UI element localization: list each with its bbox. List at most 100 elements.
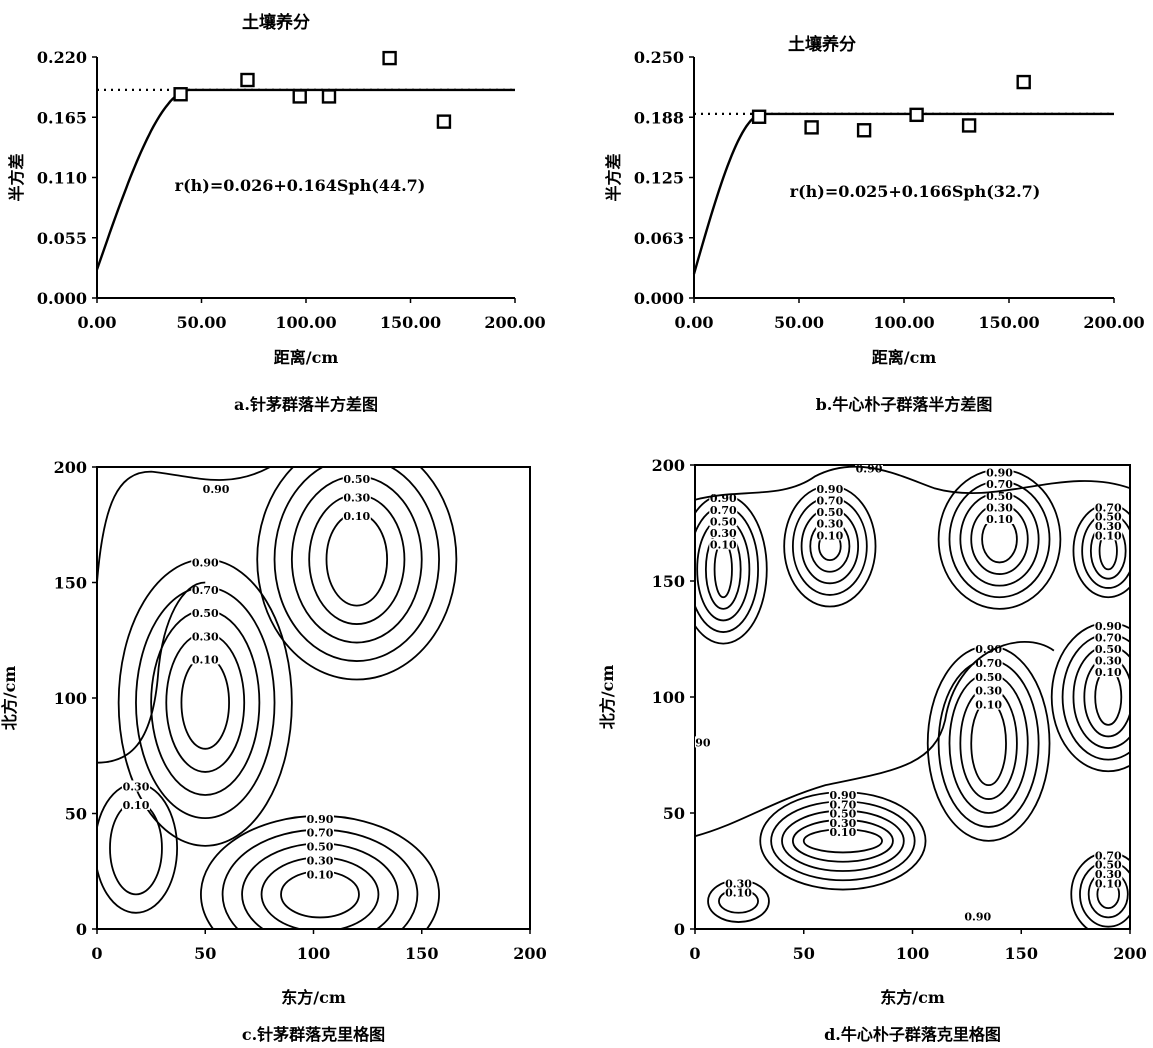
panel-d-y-tick-label: 0	[674, 920, 685, 939]
panel-c-contour-label: 0.50	[192, 607, 219, 620]
panel-d-contour-label: 0.10	[710, 539, 737, 552]
panel-d-contour-label: 0.30	[830, 817, 857, 830]
panel-d-contour-label-bg	[828, 789, 857, 801]
panel-d-contour-label-bg	[1094, 631, 1123, 643]
panel-d-contour-label: 0.30	[725, 877, 752, 890]
panel-c-extra-label-bg	[202, 483, 231, 495]
panel-d-contour-label-bg	[815, 482, 844, 494]
panel-c-contour-label: 0.10	[307, 868, 334, 881]
panel-c-contour-label: 0.90	[343, 436, 370, 449]
panel-d-extra-contour-label: 0.90	[964, 910, 991, 923]
panel-b-x-tick-label: 50.00	[774, 313, 824, 332]
panel-c-contour-label-bg	[343, 455, 371, 466]
panel-c-x-tick-label: 0	[91, 944, 102, 963]
panel-d-contour-label: 0.10	[986, 513, 1013, 526]
panel-c-contour-label: 0.90	[307, 813, 334, 826]
panel-d-contour-label: 0.30	[986, 501, 1013, 514]
panel-d-y-axis-label: 北方/cm	[598, 665, 617, 730]
panel-c-y-axis-label: 北方/cm	[0, 666, 19, 731]
panel-d-x-tick-label: 100	[896, 944, 929, 963]
panel-d-contour-label-bg	[974, 642, 1003, 654]
panel-b-data-point	[1016, 74, 1031, 90]
panel-d-contour-label: 0.70	[1095, 501, 1122, 514]
panel-d-contour-label: 0.50	[816, 506, 843, 519]
panel-b-data-point	[961, 118, 977, 133]
panel-a-caption: a.针茅群落半方差图	[234, 395, 378, 414]
panel-c-contour-label-bg	[305, 826, 334, 838]
panel-c-boundary-contour	[97, 581, 206, 764]
panel-d-extra-label-bg	[963, 910, 992, 922]
panel-c-y-tick-label: 0	[76, 920, 87, 939]
panel-d-contour-label-bg	[815, 529, 844, 541]
panel-d-contour-label-bg	[828, 798, 857, 810]
panel-d-boundary-contour	[695, 465, 1130, 501]
panel-d-x-axis-label: 东方/cm	[880, 988, 945, 1007]
panel-d-boundary-contour	[695, 641, 1055, 838]
panel-b-x-tick-label: 150.00	[978, 313, 1039, 332]
panel-d-contour-label-bg	[1094, 849, 1123, 861]
panel-d-contour-label-bg	[974, 670, 1003, 682]
panel-b-x-tick-label: 200.00	[1083, 313, 1144, 332]
panel-b-y-axis-label: 半方差	[604, 153, 623, 201]
panel-c-contour-line	[325, 512, 389, 607]
panel-d-contour-label: 0.10	[1095, 877, 1122, 890]
panel-d-contour-label: 0.30	[710, 527, 737, 540]
panel-c-contour-label-bg	[342, 491, 371, 503]
panel-b-y-tick-label: 0.063	[634, 229, 684, 248]
panel-d-contour-label: 0.50	[1095, 511, 1122, 524]
panel-d-contour-label-bg	[724, 877, 753, 889]
panel-b-data-point	[751, 109, 767, 124]
panel-a-y-tick-label: 0.220	[37, 48, 87, 67]
panel-d-contour-label-bg	[828, 826, 857, 838]
panel-a-data-point	[321, 89, 337, 104]
panel-c-x-axis-label: 东方/cm	[281, 988, 346, 1007]
panel-d-contour-label-bg	[985, 466, 1014, 478]
panel-c-extra-contour-label: 0.90	[203, 483, 230, 496]
panel-d-contour-label-bg	[709, 503, 738, 515]
panel-d-contour-label-bg	[709, 515, 738, 527]
panel-d-x-tick-label: 150	[1005, 944, 1038, 963]
panel-a-data-point	[436, 114, 452, 129]
panel-a-x-tick-label: 200.00	[484, 313, 545, 332]
panel-c-contour-label: 0.70	[307, 827, 334, 840]
panel-c-contour-label: 0.70	[192, 584, 219, 597]
panel-d-contour-label-bg	[1094, 529, 1123, 541]
panel-d-contour-label-bg	[985, 513, 1014, 525]
panel-d-contour-label-bg	[828, 807, 857, 819]
panel-d-contour-label: 0.50	[986, 490, 1013, 503]
panel-d-contour-label-bg	[724, 886, 753, 898]
panel-d-contour-label-bg	[1094, 654, 1123, 666]
panel-d-extra-contour-label: 0.90	[856, 463, 883, 476]
panel-c-caption: c.针茅群落克里格图	[242, 1025, 385, 1044]
panel-b-title: 土壤养分	[788, 34, 856, 55]
panel-c-contour-label-bg	[191, 630, 220, 642]
panel-d-extra-contour-label: 0.90	[684, 736, 711, 749]
panel-c-contour-line	[180, 655, 230, 750]
panel-a-x-tick-label: 0.00	[78, 313, 117, 332]
panel-b-data-point	[856, 123, 872, 138]
panel-b-data-point	[804, 120, 819, 135]
panel-d-contour-label-bg	[1094, 877, 1123, 889]
panel-d-contour-label: 0.50	[1095, 859, 1122, 872]
panel-c-contour-line	[273, 467, 440, 662]
panel-a-x-tick-label: 50.00	[176, 313, 226, 332]
panel-d-contour-label: 0.50	[710, 515, 737, 528]
panel-d-x-tick-label: 200	[1113, 944, 1146, 963]
panel-a-x-axis-label: 距离/cm	[274, 348, 339, 367]
panel-d-x-tick-label: 50	[793, 944, 815, 963]
panel-d-contour-label-bg	[815, 517, 844, 529]
panel-c-x-tick-label: 100	[297, 944, 330, 963]
panel-d-contour-label: 0.10	[1095, 666, 1122, 679]
panel-d-contour-label: 0.70	[816, 494, 843, 507]
panel-a-y-tick-label: 0.000	[37, 289, 87, 308]
panel-d-contour-label-bg	[1094, 510, 1123, 522]
panel-c-contour-label: 0.90	[192, 556, 219, 569]
panel-c-contour-line	[256, 467, 458, 681]
panel-a-y-tick-label: 0.110	[37, 169, 87, 188]
panel-d-contour-label-bg	[1094, 520, 1123, 531]
panel-d-contour-label-bg	[985, 501, 1014, 513]
panel-d-contour-label: 0.70	[1095, 849, 1122, 862]
panel-d-contour-label-bg	[1094, 858, 1123, 870]
panel-d-contour-label-bg	[974, 698, 1003, 710]
panel-c-contour-group: 0.100.300.500.700.900.100.300.500.700.90…	[97, 436, 458, 929]
